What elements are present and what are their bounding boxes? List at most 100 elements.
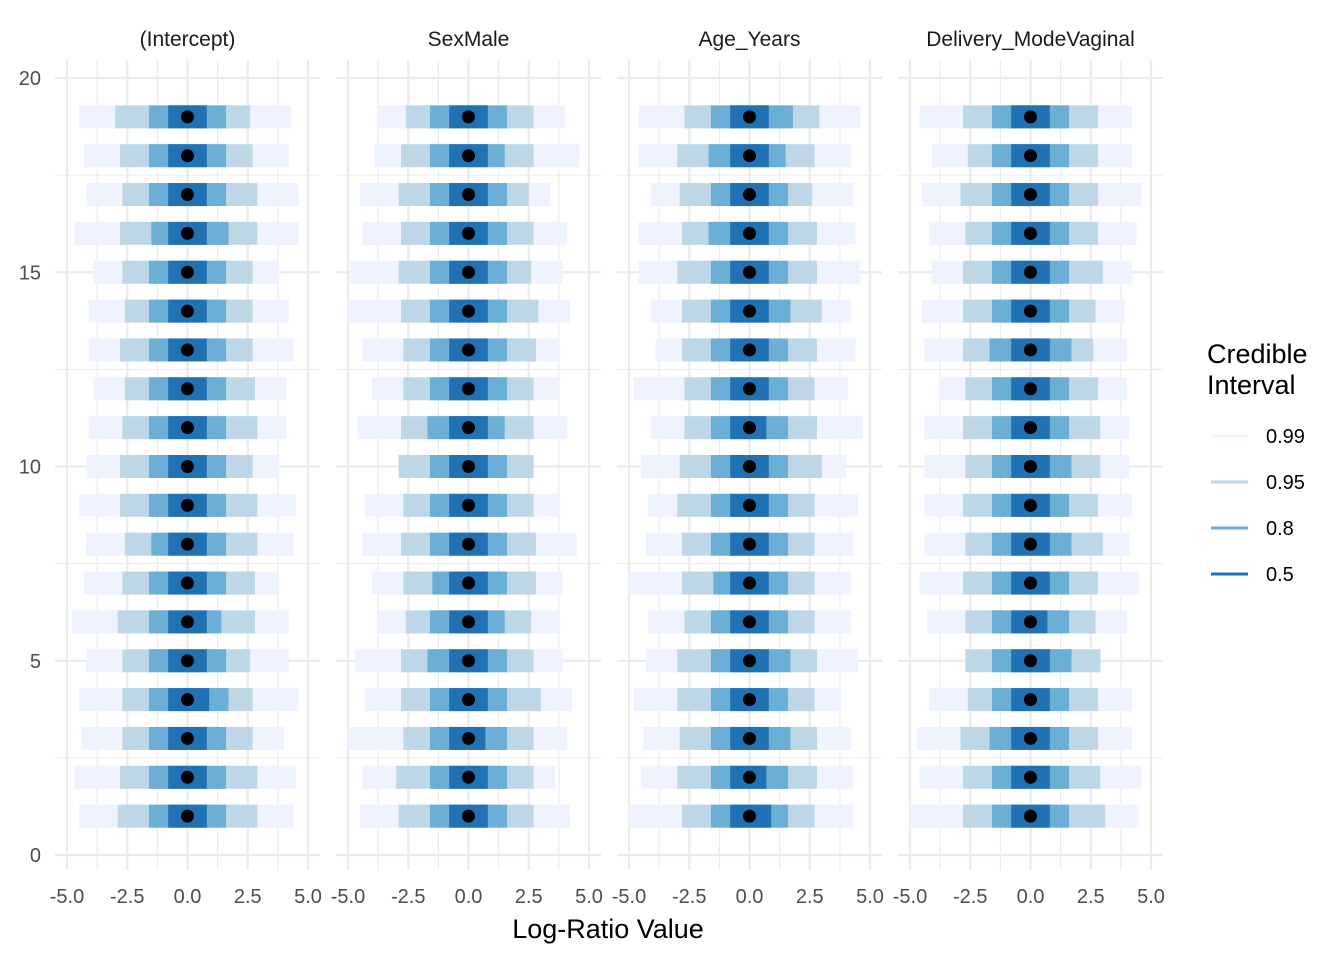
median-point bbox=[181, 382, 194, 396]
x-tick-label: 5.0 bbox=[1137, 886, 1165, 908]
median-point bbox=[743, 498, 756, 512]
interval-row bbox=[638, 221, 856, 245]
interval-row bbox=[650, 416, 863, 440]
median-point bbox=[743, 537, 756, 551]
median-point bbox=[743, 693, 756, 707]
median-point bbox=[743, 110, 756, 124]
interval-row bbox=[360, 804, 570, 828]
y-tick-label: 5 bbox=[30, 651, 41, 673]
median-point bbox=[181, 576, 194, 590]
interval-row bbox=[374, 144, 580, 168]
median-point bbox=[743, 731, 756, 745]
interval-row bbox=[93, 260, 280, 284]
x-tick-label: -5.0 bbox=[331, 886, 365, 908]
interval-row bbox=[931, 144, 1132, 168]
median-point bbox=[462, 149, 475, 163]
median-point bbox=[1024, 770, 1037, 784]
median-point bbox=[462, 265, 475, 279]
x-tick-label: 2.5 bbox=[515, 886, 543, 908]
y-axis: 0 5 10 15 20 bbox=[19, 68, 41, 867]
median-point bbox=[1024, 149, 1037, 163]
median-point bbox=[181, 188, 194, 202]
interval-row bbox=[641, 765, 854, 789]
median-point bbox=[743, 382, 756, 396]
interval-row bbox=[79, 804, 294, 828]
facet-panel: Age_Years -5.0 -2.5 0.0 2.5 5.0 bbox=[612, 28, 884, 908]
interval-row bbox=[350, 260, 563, 284]
median-point bbox=[743, 343, 756, 357]
median-point bbox=[181, 615, 194, 629]
median-point bbox=[743, 460, 756, 473]
median-point bbox=[1024, 693, 1037, 707]
median-point bbox=[1024, 382, 1037, 396]
facet-panel: (Intercept) -5.0 -2.5 0.0 2.5 5.0 bbox=[50, 28, 322, 908]
median-point bbox=[1024, 615, 1037, 629]
median-point bbox=[743, 188, 756, 202]
facet-panel: SexMale -5.0 -2.5 0.0 2.5 5.0 bbox=[331, 28, 603, 908]
facet-strip-label: Delivery_ModeVaginal bbox=[926, 28, 1135, 51]
median-point bbox=[1024, 731, 1037, 745]
median-point bbox=[181, 693, 194, 707]
x-tick-label: 2.5 bbox=[1077, 886, 1105, 908]
median-point bbox=[1024, 226, 1037, 240]
median-point bbox=[1024, 304, 1037, 318]
x-tick-label: 0.0 bbox=[174, 886, 202, 908]
legend-label: 0.99 bbox=[1266, 426, 1305, 448]
x-tick-label: 0.0 bbox=[455, 886, 483, 908]
x-tick-label: -5.0 bbox=[50, 886, 84, 908]
median-point bbox=[462, 304, 475, 318]
legend-key: 0.5 bbox=[1211, 564, 1294, 586]
median-point bbox=[181, 731, 194, 745]
interval-row bbox=[376, 105, 565, 129]
interval-row bbox=[362, 532, 577, 556]
median-point bbox=[181, 343, 194, 357]
x-tick-label: 5.0 bbox=[294, 886, 322, 908]
interval-row bbox=[83, 571, 280, 595]
interval-row bbox=[86, 532, 294, 556]
median-point bbox=[462, 731, 475, 745]
x-tick-label: -2.5 bbox=[391, 886, 425, 908]
median-point bbox=[181, 809, 194, 823]
interval-row bbox=[362, 765, 556, 789]
interval-row bbox=[650, 183, 854, 207]
median-point bbox=[462, 226, 475, 240]
legend-title-line-2: Interval bbox=[1207, 370, 1296, 400]
interval-row bbox=[79, 493, 296, 517]
median-point bbox=[181, 654, 194, 668]
interval-row bbox=[924, 416, 1130, 440]
interval-row bbox=[929, 221, 1137, 245]
median-point bbox=[462, 421, 475, 435]
median-point bbox=[1024, 537, 1037, 551]
x-tick-label: -5.0 bbox=[893, 886, 927, 908]
interval-row bbox=[922, 183, 1142, 207]
median-point bbox=[181, 149, 194, 163]
interval-row bbox=[917, 726, 1132, 750]
interval-row bbox=[372, 377, 558, 401]
interval-row bbox=[360, 183, 551, 207]
interval-row bbox=[362, 338, 558, 362]
median-point bbox=[743, 809, 756, 823]
legend-label: 0.5 bbox=[1266, 564, 1294, 586]
interval-row bbox=[641, 455, 846, 478]
interval-row bbox=[922, 299, 1125, 323]
median-point bbox=[181, 265, 194, 279]
interval-row bbox=[86, 183, 299, 207]
median-point bbox=[181, 460, 194, 473]
interval-row bbox=[71, 610, 289, 634]
x-tick-label: 5.0 bbox=[856, 886, 884, 908]
interval-row bbox=[910, 804, 1139, 828]
median-point bbox=[743, 226, 756, 240]
median-point bbox=[743, 615, 756, 629]
interval-row bbox=[364, 493, 561, 517]
interval-row bbox=[931, 260, 1132, 284]
interval-row bbox=[86, 455, 280, 478]
interval-row bbox=[348, 726, 568, 750]
interval-row bbox=[74, 765, 296, 789]
median-point bbox=[462, 770, 475, 784]
legend-label: 0.95 bbox=[1266, 472, 1305, 494]
median-point bbox=[1024, 498, 1037, 512]
interval-row bbox=[633, 377, 849, 401]
interval-row bbox=[81, 726, 284, 750]
interval-row bbox=[645, 532, 854, 556]
